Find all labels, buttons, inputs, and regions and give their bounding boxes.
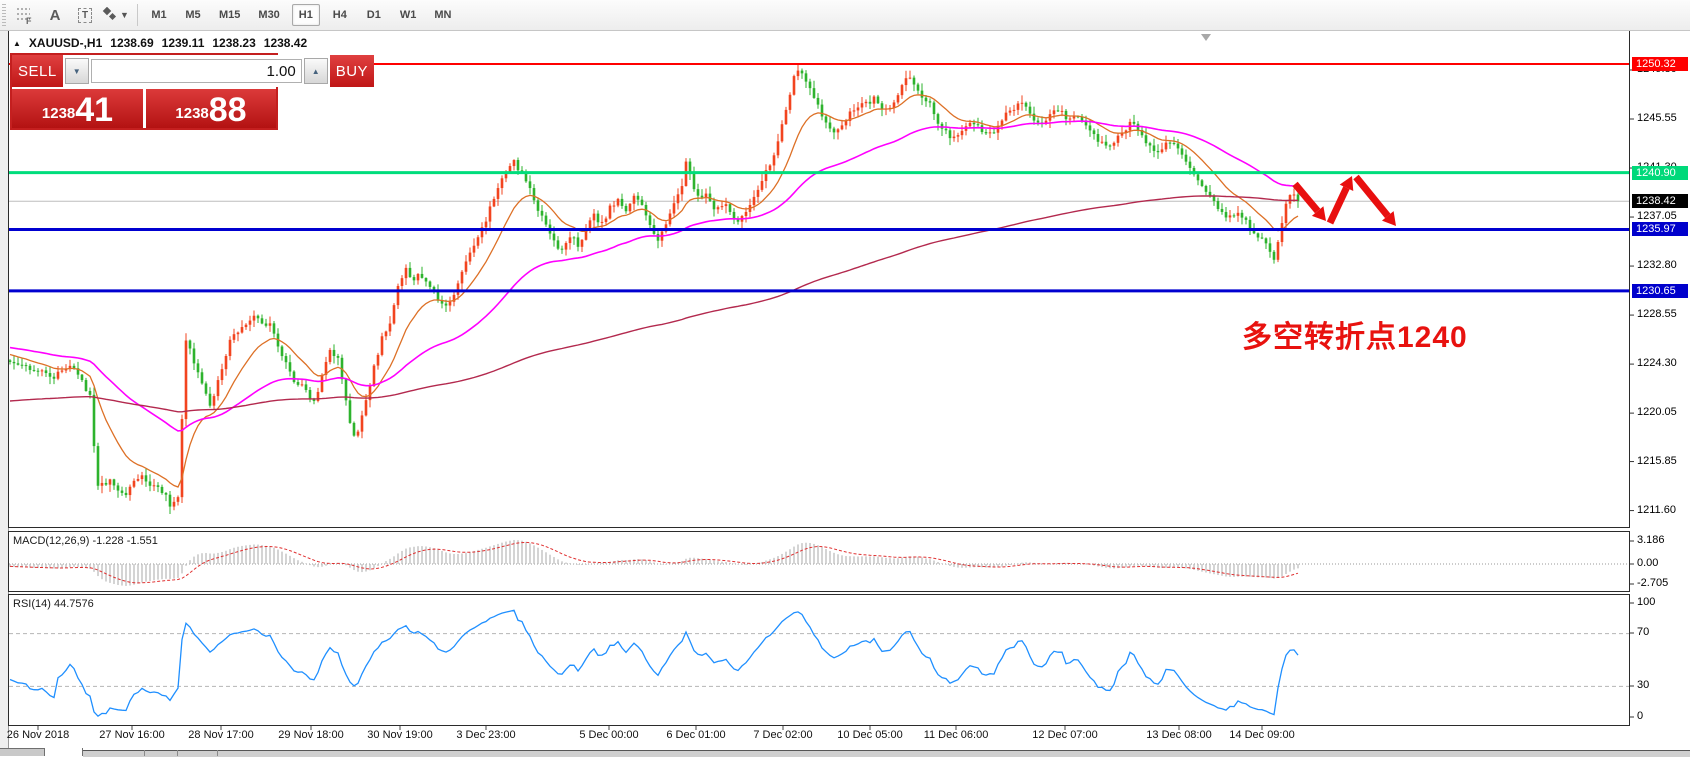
time-tick-label: 13 Dec 08:00	[1146, 729, 1212, 741]
ohlc-close: 1238.42	[263, 36, 308, 50]
price-badge: 1238.42	[1632, 194, 1688, 209]
timeframe-button-M1[interactable]: M1	[145, 4, 173, 26]
ohlc-open: 1238.69	[110, 36, 154, 50]
macd-tick-label: 3.186	[1637, 534, 1665, 546]
terminal-active-tab[interactable]	[45, 748, 83, 756]
toolbar: F A T ▼ M1 M5 M15 M30 H1 H4 D1 W1 MN	[0, 0, 1690, 31]
time-tick-label: 5 Dec 00:00	[579, 729, 639, 741]
timeframe-button-M5[interactable]: M5	[179, 4, 207, 26]
timeframe-button-MN[interactable]: MN	[428, 4, 457, 26]
time-tick-label: 26 Nov 2018	[6, 729, 70, 741]
rsi-label: RSI(14) 44.7576	[13, 598, 94, 610]
one-click-trading-panel: SELL ▼ ▲ BUY 1238 41 1238 88	[10, 53, 375, 130]
price-tick-label: 1232.80	[1637, 259, 1677, 272]
time-tick-label: 28 Nov 17:00	[188, 729, 254, 741]
sell-price-base: 1238	[41, 105, 76, 122]
price-badge: 1240.90	[1632, 165, 1688, 180]
time-tick-label: 11 Dec 06:00	[923, 729, 989, 741]
price-tick-label: 1237.05	[1637, 210, 1677, 223]
text-box-tool-icon[interactable]: T	[71, 3, 99, 27]
time-tick-label: 27 Nov 16:00	[99, 729, 165, 741]
timeframe-button-W1[interactable]: W1	[394, 4, 423, 26]
timeframe-button-D1[interactable]: D1	[360, 4, 388, 26]
macd-label: MACD(12,26,9) -1.228 -1.551	[13, 535, 158, 547]
timeframe-button-M30[interactable]: M30	[252, 4, 285, 26]
chevron-down-icon[interactable]: ▼	[120, 10, 129, 20]
rsi-tick-label: 0	[1637, 710, 1644, 722]
price-tick-label: 1224.30	[1637, 357, 1677, 370]
price-tick-label: 1228.55	[1637, 308, 1677, 321]
time-tick-label: 30 Nov 19:00	[367, 729, 433, 741]
symbol-timeframe: XAUUSD-,H1	[28, 36, 103, 50]
time-tick-label: 29 Nov 18:00	[278, 729, 344, 741]
rsi-tick-label: 30	[1637, 679, 1650, 691]
volume-stepper: ▼ ▲	[62, 55, 330, 87]
volume-input[interactable]	[90, 59, 302, 83]
time-tick-label: 12 Dec 07:00	[1032, 729, 1098, 741]
terminal-cell	[0, 748, 45, 756]
time-tick-label: 6 Dec 01:00	[666, 729, 726, 741]
rsi-tick-label: 100	[1637, 596, 1656, 608]
terminal-header-bar	[83, 750, 1690, 757]
time-tick-label: 10 Dec 05:00	[837, 729, 903, 741]
ohlc-low: 1238.23	[212, 36, 256, 50]
volume-increase-button[interactable]: ▲	[303, 58, 328, 84]
rsi-indicator-panel[interactable]	[8, 594, 1630, 726]
terminal-cell-divider	[217, 750, 218, 756]
terminal-panel-edge	[0, 748, 1690, 757]
svg-text:F: F	[26, 16, 32, 25]
buy-price-base: 1238	[175, 105, 209, 122]
sell-price-display[interactable]: 1238 41	[12, 89, 143, 128]
time-tick-label: 7 Dec 02:00	[753, 729, 813, 741]
toolbar-drag-handle[interactable]	[2, 4, 10, 26]
time-tick-label: 14 Dec 09:00	[1229, 729, 1295, 741]
time-tick-label: 3 Dec 23:00	[456, 729, 516, 741]
price-tick-label: 1220.05	[1637, 406, 1677, 419]
buy-price-display[interactable]: 1238 88	[146, 89, 276, 128]
rsi-tick-label: 70	[1637, 626, 1650, 638]
toolbar-separator	[137, 4, 138, 26]
chart-shift-marker[interactable]	[1201, 34, 1211, 41]
buy-button[interactable]: BUY	[329, 55, 375, 87]
ohlc-high: 1239.11	[161, 36, 205, 50]
timeframe-group: M1 M5 M15 M30 H1 H4 D1 W1 MN	[145, 4, 457, 26]
price-badge: 1250.32	[1632, 56, 1688, 71]
price-tick-label: 1215.85	[1637, 454, 1677, 467]
text-label-tool-icon[interactable]: A	[49, 6, 61, 24]
macd-tick-label: -2.705	[1637, 577, 1669, 589]
timeframe-button-H1[interactable]: H1	[291, 4, 320, 26]
sell-button[interactable]: SELL	[12, 55, 63, 87]
macd-tick-label: 0.00	[1637, 557, 1659, 569]
price-tick-label: 1245.55	[1637, 112, 1677, 124]
collapse-triangle-icon[interactable]: ▲	[13, 39, 21, 48]
fibonacci-tool-icon[interactable]: F	[11, 3, 39, 27]
terminal-cell-divider	[144, 750, 145, 756]
volume-decrease-button[interactable]: ▼	[64, 58, 89, 84]
price-badge: 1230.65	[1632, 283, 1688, 298]
chart-title: ▲ XAUUSD-,H1 1238.69 1239.11 1238.23 123…	[13, 36, 307, 50]
timeframe-button-H4[interactable]: H4	[326, 4, 354, 26]
price-badge: 1235.97	[1632, 222, 1688, 237]
macd-indicator-panel[interactable]	[8, 531, 1630, 592]
terminal-cell-divider	[177, 750, 178, 756]
timeframe-button-M15[interactable]: M15	[213, 4, 246, 26]
chart-annotation-text: 多空转折点1240	[1242, 321, 1468, 354]
cycle-lines-tool-icon[interactable]: ▼	[101, 3, 129, 27]
sell-price-pips: 41	[75, 91, 114, 129]
price-tick-label: 1211.60	[1637, 503, 1676, 516]
buy-price-pips: 88	[208, 91, 247, 129]
